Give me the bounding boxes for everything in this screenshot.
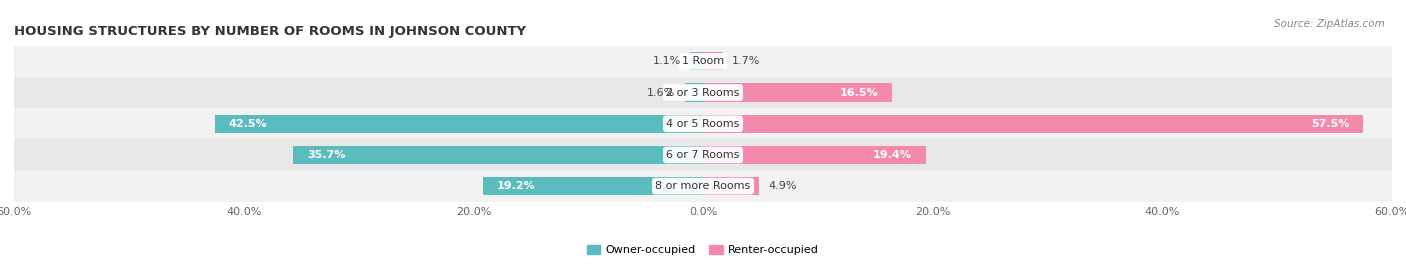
Bar [14,77,1392,108]
Bar [685,83,703,102]
Bar [14,46,1392,77]
Text: 1.1%: 1.1% [652,56,681,66]
Bar [14,108,1392,139]
Bar [703,146,925,164]
Text: 4.9%: 4.9% [769,181,797,191]
Text: 19.4%: 19.4% [873,150,912,160]
Text: 6 or 7 Rooms: 6 or 7 Rooms [666,150,740,160]
Bar [215,115,703,133]
Bar [703,177,759,195]
Text: HOUSING STRUCTURES BY NUMBER OF ROOMS IN JOHNSON COUNTY: HOUSING STRUCTURES BY NUMBER OF ROOMS IN… [14,25,526,38]
Text: 42.5%: 42.5% [229,119,267,129]
Text: 1.6%: 1.6% [647,87,675,98]
Text: 57.5%: 57.5% [1310,119,1350,129]
Text: 1 Room: 1 Room [682,56,724,66]
Text: 2 or 3 Rooms: 2 or 3 Rooms [666,87,740,98]
Bar [690,52,703,70]
Bar [14,171,1392,202]
Bar [14,139,1392,171]
Bar [482,177,703,195]
Bar [703,83,893,102]
Text: Source: ZipAtlas.com: Source: ZipAtlas.com [1274,19,1385,29]
Bar [703,115,1364,133]
Bar [703,52,723,70]
Text: 1.7%: 1.7% [731,56,761,66]
Legend: Owner-occupied, Renter-occupied: Owner-occupied, Renter-occupied [586,245,820,256]
Text: 35.7%: 35.7% [307,150,346,160]
Text: 16.5%: 16.5% [839,87,879,98]
Text: 4 or 5 Rooms: 4 or 5 Rooms [666,119,740,129]
Text: 8 or more Rooms: 8 or more Rooms [655,181,751,191]
Bar [292,146,703,164]
Text: 19.2%: 19.2% [496,181,536,191]
